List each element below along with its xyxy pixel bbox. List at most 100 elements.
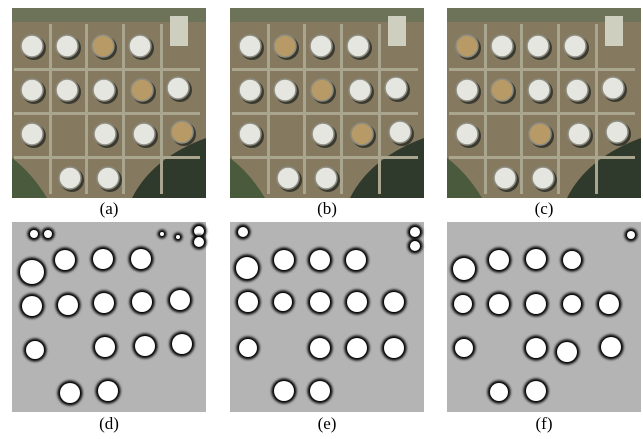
tank [239,79,261,101]
building [605,16,623,46]
tank [568,123,590,145]
circle-fill [170,290,190,310]
circle-fill [601,337,621,357]
tank [274,35,296,57]
tank [133,123,155,145]
circle-fill [490,383,508,401]
tank [94,123,116,145]
tank [56,79,78,101]
tank [167,77,189,99]
road [340,24,343,194]
tank [491,79,513,101]
circle-fill [274,293,292,311]
caption: (a) [100,199,119,218]
caption: (b) [317,199,337,218]
tank [274,79,296,101]
circle-fill [20,260,44,284]
tank [456,79,478,101]
circle-fill [58,295,78,315]
tank [347,35,369,57]
tank [311,79,333,101]
tank [97,167,119,189]
building [170,16,188,46]
tank [312,123,334,145]
circle-fill [384,292,404,312]
circle-fill [238,292,258,312]
tank [239,123,261,145]
detection-map: (f) [447,222,641,433]
circle-fill [239,339,257,357]
circle-fill [526,338,546,358]
detection-map: (d) [12,222,207,433]
circle-fill [526,294,546,314]
circle-fill [60,383,80,403]
tank [310,35,332,57]
circle-fill [93,249,113,269]
tank [315,167,337,189]
tank [529,123,551,145]
tank [92,35,114,57]
circle-fill [95,337,115,357]
tank [456,123,478,145]
road [14,68,200,71]
tank [59,167,81,189]
circle-fill [410,241,420,251]
circle-fill [22,296,42,316]
circle-fill [526,249,546,269]
road [14,156,200,159]
circle-fill [526,381,546,401]
circle-fill [454,295,472,313]
tank [93,79,115,101]
tank [494,167,516,189]
aerial-image: (b) [230,8,424,218]
circle-fill [557,342,577,362]
road [449,112,635,115]
circle-fill [453,258,475,280]
tank [491,35,513,57]
panels: (a) (b) (c) (d) (e) (f) [12,8,641,433]
circle-fill [30,230,38,238]
tank [277,167,299,189]
tank [351,123,373,145]
circle-fill [346,250,366,270]
caption: (c) [535,199,554,218]
tank [566,79,588,101]
caption: (e) [318,414,337,433]
circle-fill [135,336,155,356]
figure: (a) (b) (c) (d) (e) (f) [0,0,643,439]
circle-fill [599,294,619,314]
circle-fill [310,250,330,270]
circle-fill [310,292,330,312]
circle-fill [274,250,294,270]
tank [21,123,43,145]
detection-map: (e) [230,222,424,433]
circle-fill [410,227,420,237]
tank [349,79,371,101]
tank [131,79,153,101]
circle-fill [455,339,473,357]
road [449,68,635,71]
tank [528,79,550,101]
circle-fill [98,381,118,401]
road [484,24,487,194]
circle-fill [347,338,367,358]
circle-fill [94,293,114,313]
tank [456,35,478,57]
road [267,24,270,194]
tank [606,121,628,143]
circle-fill [26,341,44,359]
circle-fill [55,250,75,270]
caption: (d) [99,414,119,433]
caption: (f) [536,414,553,433]
road [232,156,418,159]
road [557,24,560,194]
circle-fill [563,251,581,269]
road [232,68,418,71]
tank [385,77,407,99]
circle-fill [489,250,509,270]
tank [129,35,151,57]
circle-fill [160,232,164,236]
circle-fill [274,381,294,401]
road [232,112,418,115]
road [49,24,52,194]
